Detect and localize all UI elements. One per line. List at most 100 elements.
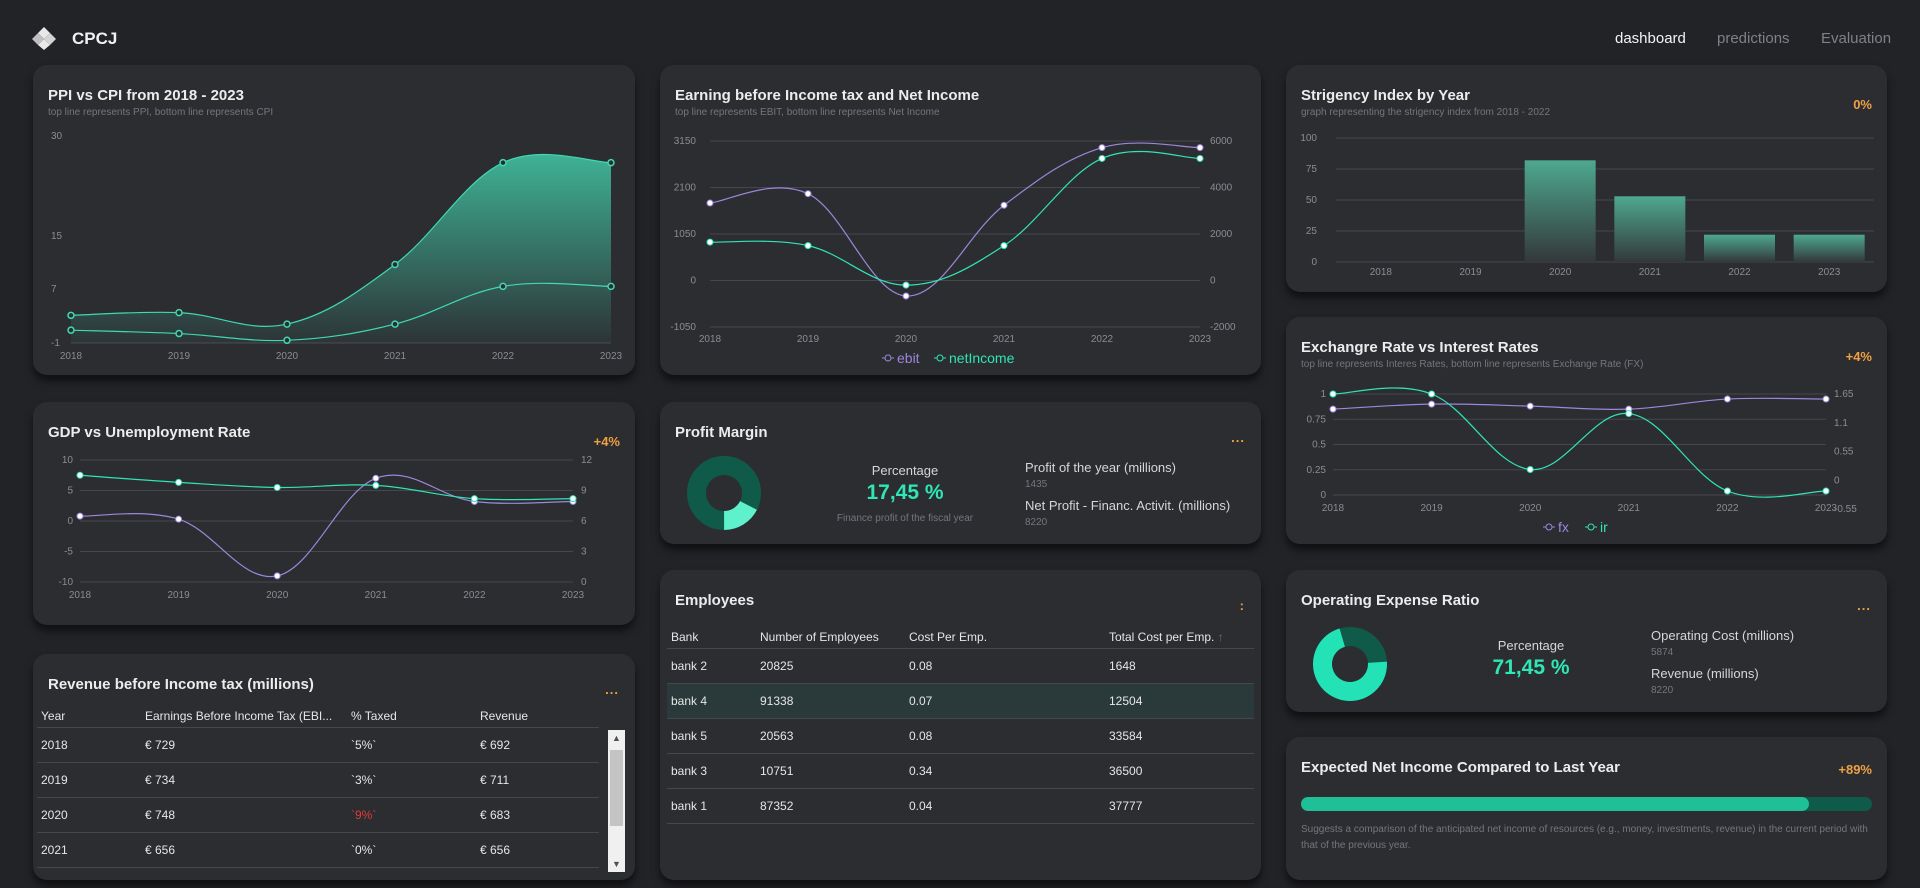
cpi-point	[67, 326, 75, 334]
table-cell: 1648	[1105, 648, 1254, 684]
card-title: Strigency Index by Year	[1301, 87, 1470, 104]
column-header[interactable]: Bank	[667, 626, 756, 649]
column-header[interactable]: Revenue	[476, 705, 599, 728]
table-row[interactable]: bank 3 10751 0.34 36500	[667, 753, 1254, 789]
y-left-tick-label: 10	[62, 455, 74, 466]
ppi-point	[67, 311, 75, 320]
table-row[interactable]: bank 4 91338 0.07 12504	[667, 683, 1254, 719]
y-left-tick-label: 0	[690, 276, 696, 287]
table-row[interactable]: 2019 € 734 `3%` € 711	[37, 762, 599, 798]
table-row[interactable]: 2018 € 729 `5%` € 692	[37, 727, 599, 763]
y-left-tick-label: -1050	[670, 322, 696, 333]
cpi-point	[175, 329, 183, 338]
table-cell: 87352	[756, 788, 905, 824]
card-subtitle: graph representing the strigency index f…	[1301, 107, 1551, 118]
ir-line	[1332, 387, 1827, 498]
y-left-tick-label: -5	[64, 547, 73, 558]
table-cell: 12504	[1105, 683, 1254, 719]
card-title: Operating Expense Ratio	[1301, 592, 1480, 609]
y-right-tick-label: 3	[581, 547, 587, 558]
table-cell: 0.07	[905, 683, 1105, 719]
scroll-thumb[interactable]	[610, 750, 623, 826]
table-cell: 2019	[37, 762, 141, 798]
card-title: PPI vs CPI from 2018 - 2023	[48, 87, 244, 104]
column-header[interactable]: Year	[37, 705, 141, 728]
x-tick-label: 2023	[562, 590, 585, 601]
y-left-tick-label: 1	[1320, 389, 1326, 400]
cpi-point	[607, 282, 615, 291]
table-scrollbar[interactable]: ▲ ▼	[608, 730, 625, 872]
more-menu-icon[interactable]: ...	[605, 682, 619, 697]
card-subtitle: top line represents EBIT, bottom line re…	[675, 107, 940, 118]
net-income-line	[709, 150, 1201, 286]
table-row[interactable]: bank 2 20825 0.08 1648	[667, 648, 1254, 684]
table-cell: 0.04	[905, 788, 1105, 824]
legend-ir-marker	[1587, 523, 1595, 531]
logo-icon	[32, 27, 56, 50]
gdp-chart: 10 12 5 9 0 6 -5 3 -10 0 2018 2019 2020 2021 2022 2023	[59, 455, 593, 601]
x-tick-label: 2018	[699, 334, 722, 345]
unemployment-point	[76, 471, 84, 479]
column-header[interactable]: Earnings Before Income Tax (EBI...	[141, 705, 347, 728]
net-income-point	[706, 238, 714, 246]
metric-value: 5874	[1651, 647, 1674, 658]
gdp-point	[175, 515, 183, 523]
table-cell: 2020	[37, 797, 141, 833]
scroll-down-icon[interactable]: ▼	[612, 859, 621, 869]
card-subtitle: top line represents Interes Rates, botto…	[1301, 359, 1644, 370]
x-tick-label: 2022	[1091, 334, 1114, 345]
gdp-point	[372, 474, 380, 482]
y-left-tick-label: 0.75	[1307, 414, 1327, 425]
unemployment-point	[175, 478, 183, 486]
card-title: Exchangre Rate vs Interest Rates	[1301, 339, 1539, 356]
column-header-sorted[interactable]: Total Cost per Emp. ↑	[1105, 626, 1254, 649]
revenue-table: Year Earnings Before Income Tax (EBI... …	[37, 705, 599, 868]
x-tick-label: 2022	[492, 351, 515, 362]
legend-ir-label: ir	[1600, 519, 1608, 535]
table-row[interactable]: bank 5 20563 0.08 33584	[667, 718, 1254, 754]
fx-point	[1526, 402, 1534, 410]
y-left-tick-label: 0	[67, 516, 73, 527]
opex-donut-chart	[1313, 627, 1387, 701]
y-left-tick-label: 5	[67, 486, 73, 497]
column-header[interactable]: Number of Employees	[756, 626, 905, 649]
nav-predictions[interactable]: predictions	[1717, 30, 1790, 47]
legend-fx-label: fx	[1558, 519, 1569, 535]
metric-label: Profit of the year (millions)	[1025, 460, 1176, 475]
ebit-chart: 3150 6000 2100 4000 1050 2000 0 0 -1050 -2000 2018…	[670, 136, 1236, 366]
unemployment-point	[470, 495, 478, 503]
card-title: Revenue before Income tax (millions)	[48, 676, 314, 693]
more-menu-icon[interactable]: ...	[1231, 430, 1245, 445]
unemployment-point	[372, 481, 380, 489]
nav-evaluation[interactable]: Evaluation	[1821, 30, 1892, 47]
more-menu-icon[interactable]: :	[1239, 598, 1245, 613]
nav-dashboard[interactable]: dashboard	[1615, 30, 1686, 47]
table-cell: € 683	[476, 797, 599, 833]
table-cell: bank 1	[667, 788, 756, 824]
sort-arrow-icon[interactable]: ↑	[1217, 629, 1224, 644]
x-tick-label: 2020	[266, 590, 289, 601]
y-right-tick-label: 6000	[1210, 136, 1233, 147]
x-tick-label: 2018	[60, 351, 83, 362]
column-header[interactable]: % Taxed	[347, 705, 476, 728]
ir-point	[1526, 465, 1534, 473]
table-row[interactable]: 2021 € 656 `0%` € 656	[37, 832, 599, 868]
status-badge: +4%	[593, 434, 620, 449]
stringency-chart: 100 75 50 25 0 2018 2019 2020 2021 2022 2023	[1300, 133, 1874, 278]
stringency-card: Strigency Index by Year graph representi…	[1286, 65, 1887, 292]
table-row[interactable]: 2020 € 748 `9%` € 683	[37, 797, 599, 833]
ppi-point	[175, 308, 183, 317]
y-right-tick-label: 1.1	[1834, 418, 1848, 429]
y-right-tick-label: 12	[581, 455, 593, 466]
table-cell: 2018	[37, 727, 141, 763]
gdp-point	[273, 572, 281, 580]
scroll-up-icon[interactable]: ▲	[612, 733, 621, 743]
column-header[interactable]: Cost Per Emp.	[905, 626, 1105, 649]
y-right-tick-label: 9	[581, 486, 587, 497]
bar	[1524, 160, 1596, 262]
exchange-card: Exchangre Rate vs Interest Rates top lin…	[1286, 317, 1887, 544]
metric-label: Operating Cost (millions)	[1651, 628, 1795, 643]
more-menu-icon[interactable]: ...	[1857, 598, 1871, 613]
x-tick-label: 2018	[1370, 267, 1393, 278]
table-row[interactable]: bank 1 87352 0.04 37777	[667, 788, 1254, 824]
